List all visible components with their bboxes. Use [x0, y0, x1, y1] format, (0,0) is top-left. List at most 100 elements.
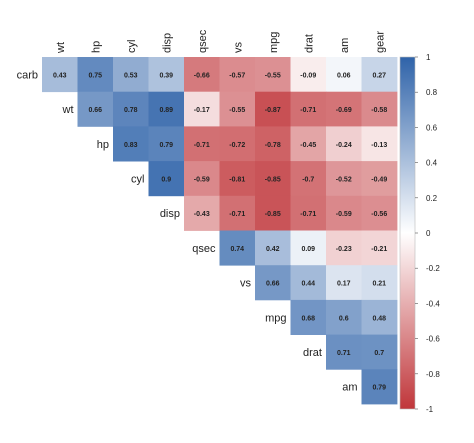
cell-disp-drat [290, 195, 327, 231]
value-label-drat-gear: 0.7 [374, 350, 384, 357]
row-label-disp: disp [160, 208, 180, 220]
cell-disp-am [326, 195, 362, 231]
value-label-qsec-vs: 0.74 [230, 246, 244, 253]
cell-hp-cyl [113, 126, 149, 162]
cell-carb-vs [219, 57, 256, 93]
value-label-cyl-vs: -0.81 [229, 176, 245, 183]
value-label-mpg-drat: 0.68 [301, 315, 315, 322]
value-label-carb-mpg: -0.55 [265, 72, 281, 79]
colorbar-tick-label: -0.6 [426, 335, 440, 344]
column-labels-layer: wt hp cyl disp qsec vs mpg drat am gear [55, 29, 387, 54]
column-label-drat: drat [303, 34, 315, 53]
value-label-am-gear: 0.79 [372, 385, 386, 392]
value-label-cyl-mpg: -0.85 [265, 176, 281, 183]
value-label-vs-mpg: 0.66 [266, 281, 280, 288]
row-label-cyl: cyl [131, 173, 144, 185]
cell-cyl-am [326, 161, 362, 197]
cell-wt-hp [77, 91, 114, 127]
row-label-mpg: mpg [265, 312, 286, 324]
value-label-carb-qsec: -0.66 [194, 72, 210, 79]
value-label-wt-gear: -0.58 [371, 107, 387, 114]
cell-carb-hp [77, 57, 114, 93]
value-label-drat-am: 0.71 [337, 350, 351, 357]
value-label-carb-cyl: 0.53 [124, 72, 138, 79]
value-label-hp-gear: -0.13 [371, 142, 387, 149]
value-label-cyl-gear: -0.49 [371, 176, 387, 183]
cell-carb-qsec [184, 57, 220, 93]
cell-cyl-drat [290, 161, 327, 197]
cell-wt-vs [219, 91, 256, 127]
value-label-hp-qsec: -0.71 [194, 142, 210, 149]
value-label-carb-am: 0.06 [337, 72, 351, 79]
value-label-hp-cyl: 0.83 [124, 142, 138, 149]
value-label-carb-wt: 0.43 [53, 72, 67, 79]
cell-wt-drat [290, 91, 327, 127]
value-label-hp-am: -0.24 [336, 142, 352, 149]
value-label-carb-vs: -0.57 [229, 72, 245, 79]
value-label-carb-gear: 0.27 [372, 72, 386, 79]
cell-wt-am [326, 91, 362, 127]
value-label-carb-hp: 0.75 [88, 72, 102, 79]
cell-mpg-gear [361, 299, 398, 335]
value-label-qsec-gear: -0.21 [371, 246, 387, 253]
cell-cyl-disp [148, 161, 185, 197]
cell-vs-drat [290, 265, 327, 301]
column-label-cyl: cyl [126, 40, 138, 53]
column-label-hp: hp [90, 41, 102, 53]
cell-qsec-gear [361, 230, 398, 266]
value-label-disp-am: -0.59 [336, 211, 352, 218]
colorbar-tick-label: -0.4 [426, 299, 440, 308]
value-label-hp-drat: -0.45 [300, 142, 316, 149]
value-label-vs-am: 0.17 [337, 281, 351, 288]
column-label-vs: vs [232, 42, 244, 54]
value-label-wt-hp: 0.66 [88, 107, 102, 114]
cell-hp-vs [219, 126, 256, 162]
cell-carb-disp [148, 57, 185, 93]
value-label-hp-vs: -0.72 [229, 142, 245, 149]
value-label-qsec-am: -0.23 [336, 246, 352, 253]
cell-disp-vs [219, 195, 256, 231]
cell-carb-cyl [113, 57, 149, 93]
row-label-drat: drat [303, 347, 322, 359]
value-label-wt-vs: -0.55 [229, 107, 245, 114]
value-label-cyl-qsec: -0.59 [194, 176, 210, 183]
cell-disp-qsec [184, 195, 220, 231]
value-label-wt-mpg: -0.87 [265, 107, 281, 114]
value-label-disp-drat: -0.71 [300, 211, 316, 218]
value-label-wt-qsec: -0.17 [194, 107, 210, 114]
cell-carb-drat [290, 57, 327, 93]
colorbar: 1 0.8 0.6 0.4 0.2 0 -0.2 -0.4 -0.6 -0.8 -1 [399, 53, 440, 414]
row-label-qsec: qsec [192, 243, 216, 255]
cell-hp-gear [361, 126, 398, 162]
cells-layer [42, 57, 398, 405]
cell-cyl-mpg [255, 161, 291, 197]
value-label-wt-am: -0.69 [336, 107, 352, 114]
cell-vs-mpg [255, 265, 291, 301]
row-label-wt: wt [62, 104, 74, 116]
cell-vs-am [326, 265, 362, 301]
cell-cyl-vs [219, 161, 256, 197]
colorbar-tick-label: 0.8 [426, 88, 438, 97]
column-label-mpg: mpg [268, 32, 280, 53]
colorbar-tick-label: 0.2 [426, 194, 438, 203]
value-label-mpg-gear: 0.48 [372, 315, 386, 322]
colorbar-tick-label: -0.2 [426, 264, 440, 273]
cell-qsec-am [326, 230, 362, 266]
row-label-am: am [342, 382, 357, 394]
value-label-wt-drat: -0.71 [300, 107, 316, 114]
value-label-disp-qsec: -0.43 [194, 211, 210, 218]
value-label-disp-gear: -0.56 [371, 211, 387, 218]
value-label-wt-disp: 0.89 [159, 107, 173, 114]
cell-qsec-drat [290, 230, 327, 266]
value-label-mpg-am: 0.6 [339, 315, 349, 322]
value-label-cyl-am: -0.52 [336, 176, 352, 183]
cell-wt-mpg [255, 91, 291, 127]
column-label-gear: gear [374, 31, 386, 53]
column-label-disp: disp [161, 33, 173, 53]
cell-carb-mpg [255, 57, 291, 93]
column-label-wt: wt [55, 42, 67, 54]
value-label-carb-disp: 0.39 [159, 72, 173, 79]
colorbar-tick-label: 1 [426, 53, 431, 62]
